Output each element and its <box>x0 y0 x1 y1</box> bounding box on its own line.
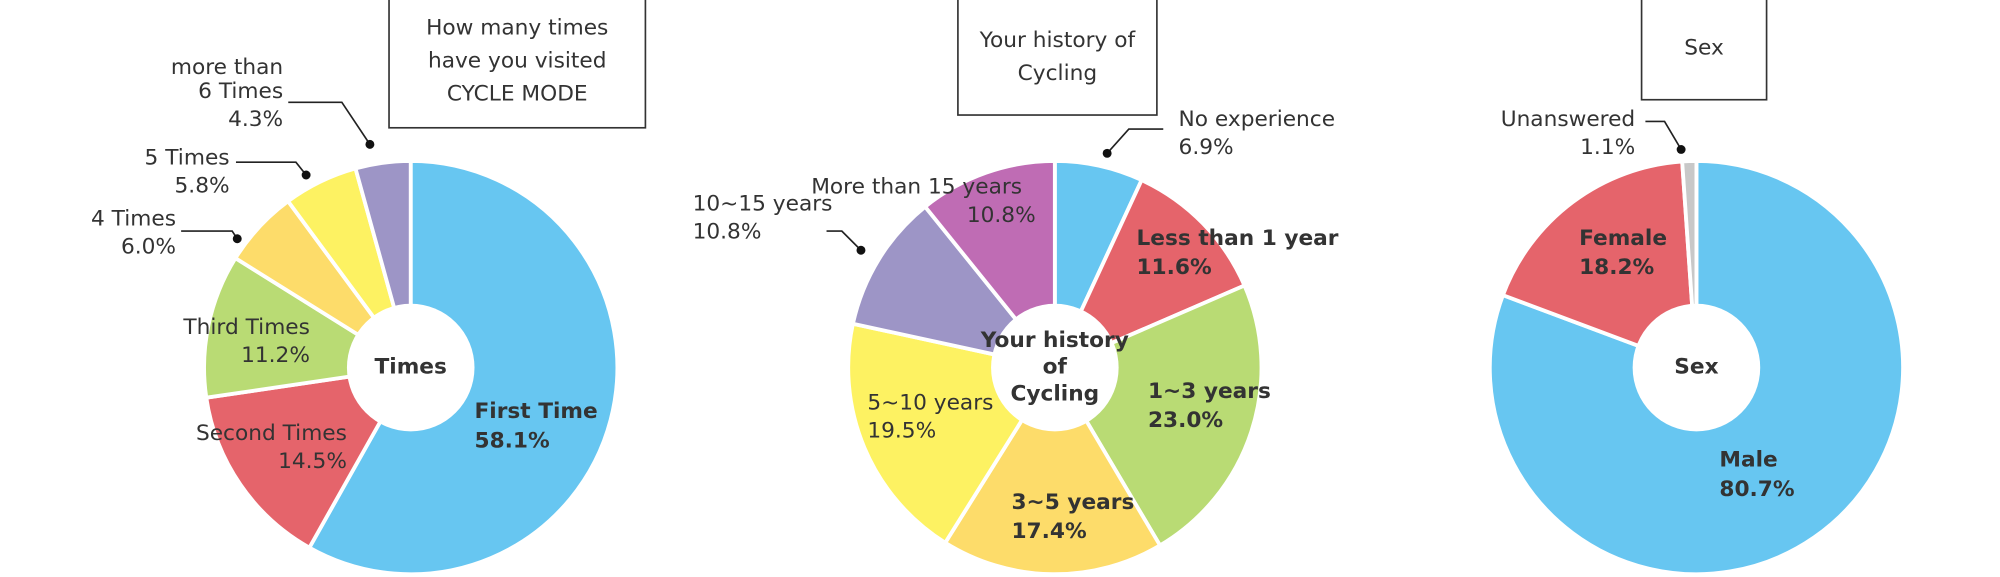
category-label-line: 1~3 years <box>1148 379 1271 404</box>
category-label: 3~5 years <box>1011 490 1134 515</box>
value-label: 5.8% <box>175 173 230 198</box>
leader-line <box>235 161 307 176</box>
category-label: 5~10 years <box>867 390 993 415</box>
value-label: 4.3% <box>228 107 283 132</box>
leader-line <box>1645 120 1682 150</box>
category-label-line: Less than 1 year <box>1136 226 1338 251</box>
value-label: 23.0% <box>1148 408 1223 433</box>
center-label-line: Times <box>375 355 447 380</box>
value-label: 80.7% <box>1719 477 1794 502</box>
category-label-line: 6 Times <box>198 79 283 104</box>
center-label-line: Cycling <box>1011 381 1100 406</box>
title-box <box>1640 0 1768 101</box>
category-label: 4 Times <box>91 207 176 232</box>
leader-dot <box>1102 148 1112 158</box>
value-label: 19.5% <box>867 418 936 443</box>
leader-line <box>288 101 371 145</box>
category-label: Second Times <box>196 421 347 446</box>
chart-title-line: Your history of <box>979 28 1137 53</box>
leader-dot <box>365 139 375 149</box>
value-label: 6.0% <box>121 235 176 260</box>
value-label: 18.2% <box>1579 255 1654 280</box>
category-label: Less than 1 year <box>1136 226 1338 251</box>
category-label: First Time <box>474 399 597 424</box>
category-label-line: No experience <box>1179 107 1335 132</box>
leader-dot <box>1676 145 1686 154</box>
pie-slice <box>204 365 415 551</box>
category-label: 5 Times <box>145 145 230 170</box>
category-label: No experience <box>1179 107 1335 132</box>
category-label-line: First Time <box>474 399 597 424</box>
chart-title: How many times have you visited CYCLE MODE <box>426 15 608 106</box>
leader-dot <box>301 170 311 180</box>
pie-slice <box>1487 159 1905 577</box>
chart-title: Your history of Cycling <box>979 28 1137 86</box>
leader-line <box>1106 128 1164 154</box>
chart-title-line: have you visited <box>428 48 607 73</box>
category-label-line: Female <box>1579 226 1667 251</box>
category-label: Male <box>1719 448 1777 473</box>
center-label: Times <box>375 355 447 380</box>
category-label: 1~3 years <box>1148 379 1271 404</box>
category-label: 10~15 years <box>693 191 833 216</box>
center-label: Sex <box>1674 355 1718 380</box>
chart-title: Sex <box>1684 36 1724 61</box>
value-label: 1.1% <box>1580 135 1635 160</box>
donut-hole <box>346 303 475 432</box>
category-label-line: Male <box>1719 448 1777 473</box>
value-label: 10.8% <box>693 219 762 244</box>
chart-title-line: CYCLE MODE <box>447 82 588 107</box>
category-label-line: Third Times <box>182 315 310 340</box>
value-label: 10.8% <box>967 203 1036 228</box>
category-label-line: 5~10 years <box>867 390 993 415</box>
category-label: Unanswered <box>1501 107 1636 132</box>
value-label: 14.5% <box>278 449 347 474</box>
pie-slice <box>942 363 1163 577</box>
leader-dot <box>232 234 242 244</box>
title-box <box>388 0 647 129</box>
category-label: more than 6 Times <box>171 55 283 104</box>
category-label-line: 10~15 years <box>693 191 833 216</box>
donut-chart <box>1487 159 1905 577</box>
donut-chart <box>846 159 1264 577</box>
center-label-line: of <box>1043 355 1068 380</box>
value-label: 11.2% <box>241 343 310 368</box>
donut-hole <box>1632 303 1761 432</box>
category-label-line: More than 15 years <box>811 175 1022 200</box>
category-label: Female <box>1579 226 1667 251</box>
category-label-line: 5 Times <box>145 145 230 170</box>
chart-title-line: How many times <box>426 15 608 40</box>
center-label-line: Your history <box>980 328 1129 353</box>
category-label-line: Unanswered <box>1501 107 1636 132</box>
leader-line <box>826 230 862 251</box>
category-label-line: 4 Times <box>91 207 176 232</box>
leader-line <box>181 230 238 240</box>
donut-hole <box>991 303 1119 432</box>
value-label: 6.9% <box>1179 135 1234 160</box>
category-label-line: 3~5 years <box>1011 490 1134 515</box>
category-label: More than 15 years <box>811 175 1022 200</box>
category-label-line: more than <box>171 55 283 80</box>
center-label-line: Sex <box>1674 355 1718 380</box>
center-label: Your history of Cycling <box>980 328 1129 407</box>
pie-slice <box>1500 159 1699 371</box>
category-label-line: Second Times <box>196 421 347 446</box>
category-label: Third Times <box>182 315 310 340</box>
value-label: 17.4% <box>1011 519 1086 544</box>
value-label: 11.6% <box>1136 255 1211 280</box>
title-box <box>957 0 1158 116</box>
chart-title-line: Sex <box>1684 36 1724 61</box>
value-label: 58.1% <box>474 429 549 454</box>
donut-chart <box>202 159 620 577</box>
chart-title-line: Cycling <box>1018 61 1097 86</box>
leader-dot <box>856 245 866 255</box>
